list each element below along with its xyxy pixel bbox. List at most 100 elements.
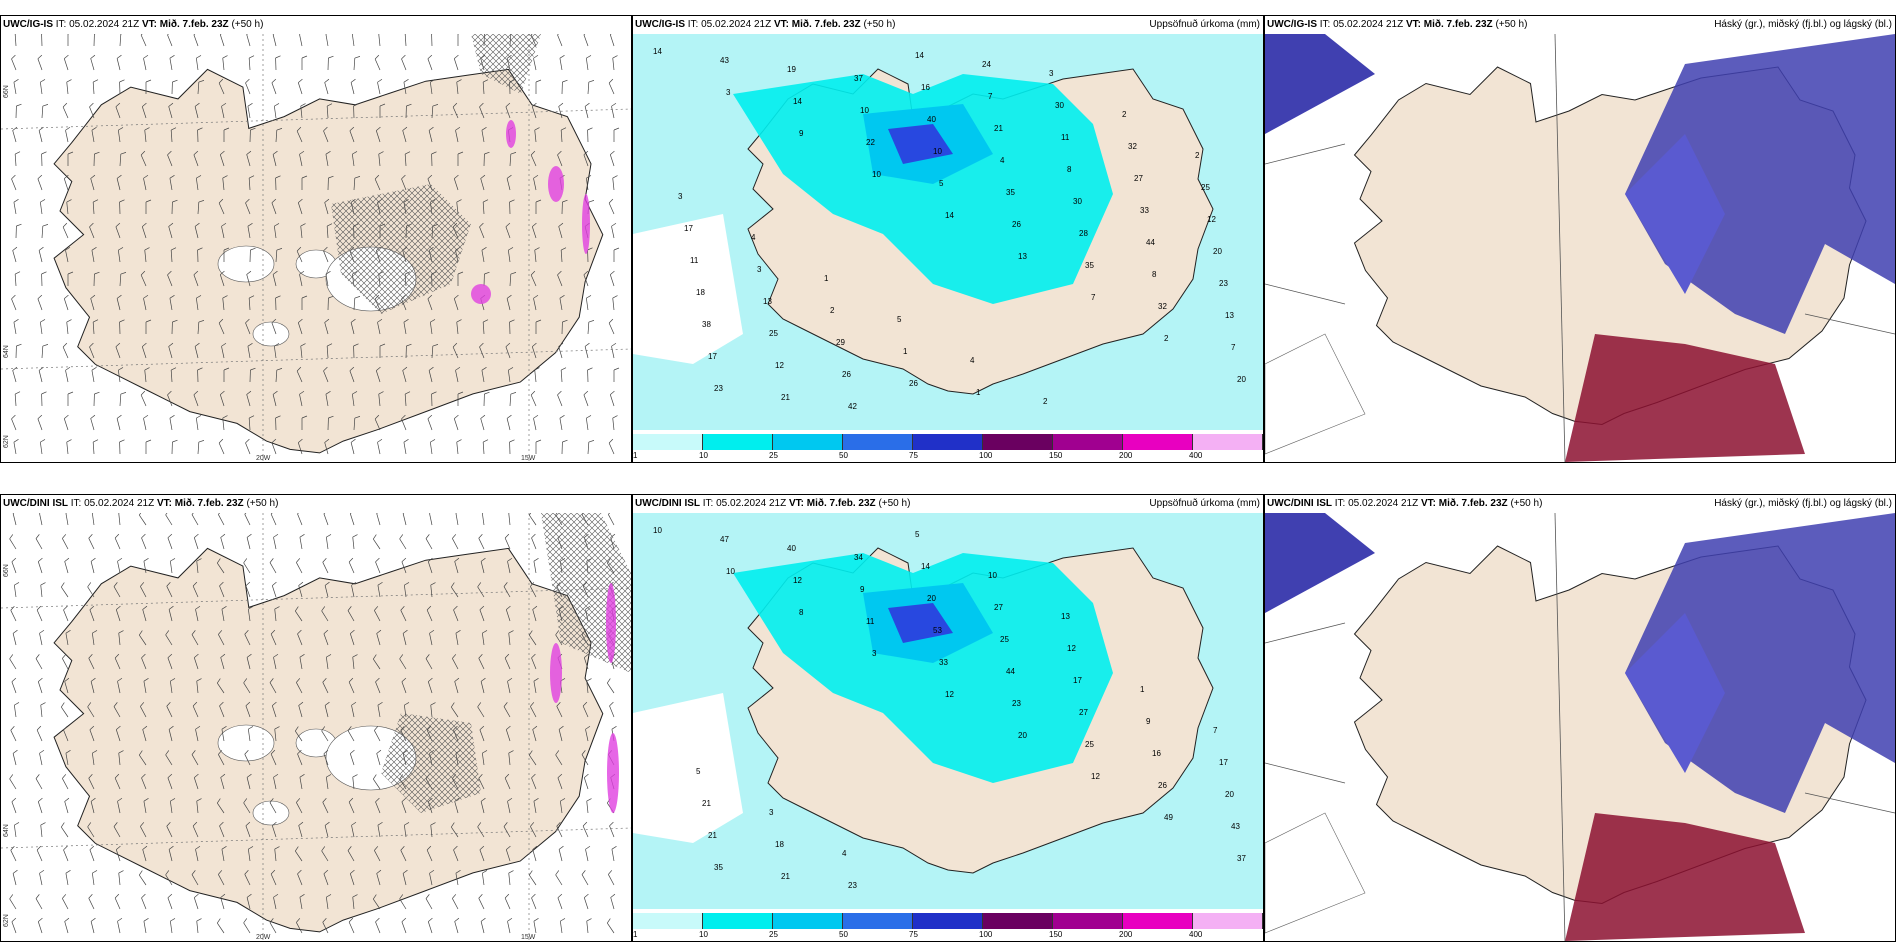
wind-barb	[271, 198, 277, 215]
wind-barb	[456, 439, 462, 455]
wind-barb	[528, 513, 537, 526]
wind-barb	[375, 126, 381, 143]
wind-barb	[143, 678, 149, 694]
wind-barb	[269, 798, 277, 814]
precip-value: 26	[1158, 781, 1167, 790]
wind-barb	[15, 223, 22, 239]
wind-barb	[453, 414, 459, 431]
wind-barb	[119, 319, 125, 335]
wind-barb	[90, 414, 96, 431]
wind-barb	[533, 558, 539, 574]
lat-gridline	[1, 827, 631, 849]
wind-barb	[246, 773, 252, 790]
precip-value: 35	[1006, 188, 1015, 197]
precip-value: 33	[939, 658, 948, 667]
wind-barb	[531, 102, 537, 119]
wind-barb	[13, 439, 19, 455]
wind-barb	[191, 630, 199, 646]
wind-barb	[274, 726, 280, 742]
wind-barb	[378, 391, 384, 407]
wind-barb	[353, 103, 359, 119]
wind-barb	[275, 295, 281, 311]
wind-barb	[481, 127, 487, 143]
wind-barb	[455, 870, 461, 886]
wind-barb	[37, 414, 43, 431]
precip-colorbar: 1 10 25 50 75 100 150 200 400	[633, 432, 1263, 462]
wind-barb	[348, 557, 355, 574]
wind-barb	[197, 367, 203, 383]
wind-barb	[12, 869, 18, 886]
wind-barb	[60, 822, 69, 838]
precip-area-heavy	[888, 603, 953, 643]
wind-barb	[609, 701, 615, 718]
wind-barb	[245, 438, 251, 455]
wind-barb	[326, 223, 333, 239]
wind-barb	[372, 774, 381, 790]
wind-barb	[66, 199, 72, 215]
wind-barb	[479, 342, 485, 359]
wind-barb	[141, 893, 147, 910]
wind-barb	[270, 629, 277, 646]
wind-barb	[426, 605, 433, 622]
wind-barb	[608, 318, 615, 335]
wind-barb	[298, 821, 304, 838]
wind-barb	[586, 918, 592, 934]
wind-barb	[455, 366, 461, 383]
wind-barb	[508, 630, 514, 646]
precip-value: 11	[866, 617, 875, 626]
wind-barb	[401, 797, 407, 814]
wind-barb	[273, 223, 280, 239]
wind-barb	[244, 513, 251, 526]
wind-barb	[221, 606, 227, 622]
wind-barb	[274, 846, 280, 862]
wind-barb	[377, 78, 383, 95]
wind-barb	[220, 653, 226, 670]
wind-barb	[557, 270, 563, 287]
wind-barb	[452, 894, 459, 910]
wind-barb	[11, 54, 17, 71]
wind-barb	[297, 318, 303, 335]
wind-barb	[171, 319, 178, 335]
wind-barb	[12, 126, 18, 143]
wind-barb	[613, 127, 620, 142]
wind-barb	[165, 630, 173, 646]
colorbar-swatch	[1193, 913, 1263, 929]
wind-barb	[40, 822, 46, 838]
wind-barb	[507, 677, 513, 694]
wind-barb	[560, 367, 567, 383]
wind-barb	[246, 533, 252, 550]
precip-value: 25	[769, 329, 778, 338]
wind-barb	[271, 438, 277, 455]
wind-barb	[323, 513, 329, 526]
wind-barb	[10, 845, 17, 862]
precip-blob	[548, 166, 564, 202]
wind-barb	[245, 318, 251, 335]
wind-barb	[65, 870, 71, 886]
no-precip-area	[633, 693, 743, 843]
wind-barb	[62, 654, 69, 670]
wind-barb	[67, 151, 74, 166]
wind-barb	[37, 557, 43, 574]
precip-value: 22	[866, 138, 875, 147]
wind-barb	[247, 726, 254, 742]
wind-barb	[535, 199, 542, 214]
wind-barb	[324, 581, 330, 598]
wind-barb	[272, 150, 278, 167]
colorbar-tick: 50	[839, 451, 848, 460]
wind-barb	[41, 151, 47, 167]
wind-barb	[90, 557, 96, 574]
wind-barb	[327, 175, 334, 191]
boundary-line	[1265, 143, 1346, 165]
wind-barb	[477, 582, 485, 598]
wind-barb	[40, 582, 46, 598]
wind-barb	[402, 366, 408, 383]
wind-barb	[12, 246, 18, 263]
wind-barb	[427, 677, 433, 694]
precip-map: 1010831220124937471211332325264335409534…	[633, 513, 1263, 909]
wind-barb	[271, 581, 277, 598]
wind-barb	[351, 391, 358, 407]
wind-barb	[349, 126, 355, 143]
precip-value: 3	[872, 649, 877, 658]
wind-barb	[249, 127, 256, 143]
wind-barb	[587, 367, 593, 383]
